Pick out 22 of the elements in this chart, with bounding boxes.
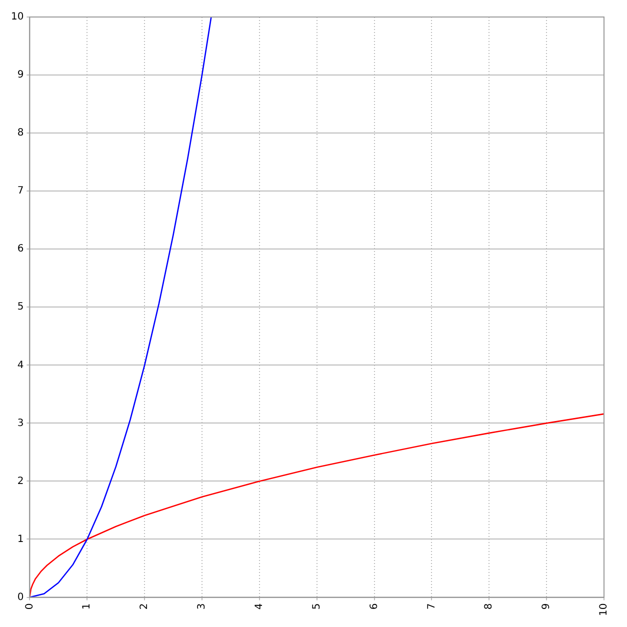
x-tick-label: 4 (254, 603, 266, 610)
y-tick-label: 6 (17, 244, 24, 255)
y-tick-label: 8 (17, 128, 24, 139)
x-tick-label: 1 (82, 603, 93, 610)
x-tick-label: 0 (24, 603, 36, 610)
x-tick-label: 6 (368, 603, 380, 610)
y-tick-label: 1 (17, 534, 24, 545)
x-tick-label: 2 (139, 603, 150, 610)
x-tick-label: 9 (541, 603, 552, 610)
y-tick-label: 9 (17, 70, 24, 81)
y-tick-label: 4 (17, 360, 24, 371)
y-tick-label: 0 (17, 592, 24, 603)
x-tick-label: 8 (484, 603, 495, 610)
x-tick-label: 5 (311, 603, 322, 610)
y-tick-label: 2 (17, 476, 24, 487)
x-tick-label: 3 (196, 603, 208, 610)
x-tick-label: 10 (598, 603, 610, 616)
y-tick-label: 7 (17, 186, 24, 197)
x-tick-label: 7 (426, 603, 438, 610)
y-tick-label: 5 (17, 302, 24, 313)
y-tick-label: 10 (10, 12, 24, 23)
y-tick-label: 3 (17, 418, 24, 429)
